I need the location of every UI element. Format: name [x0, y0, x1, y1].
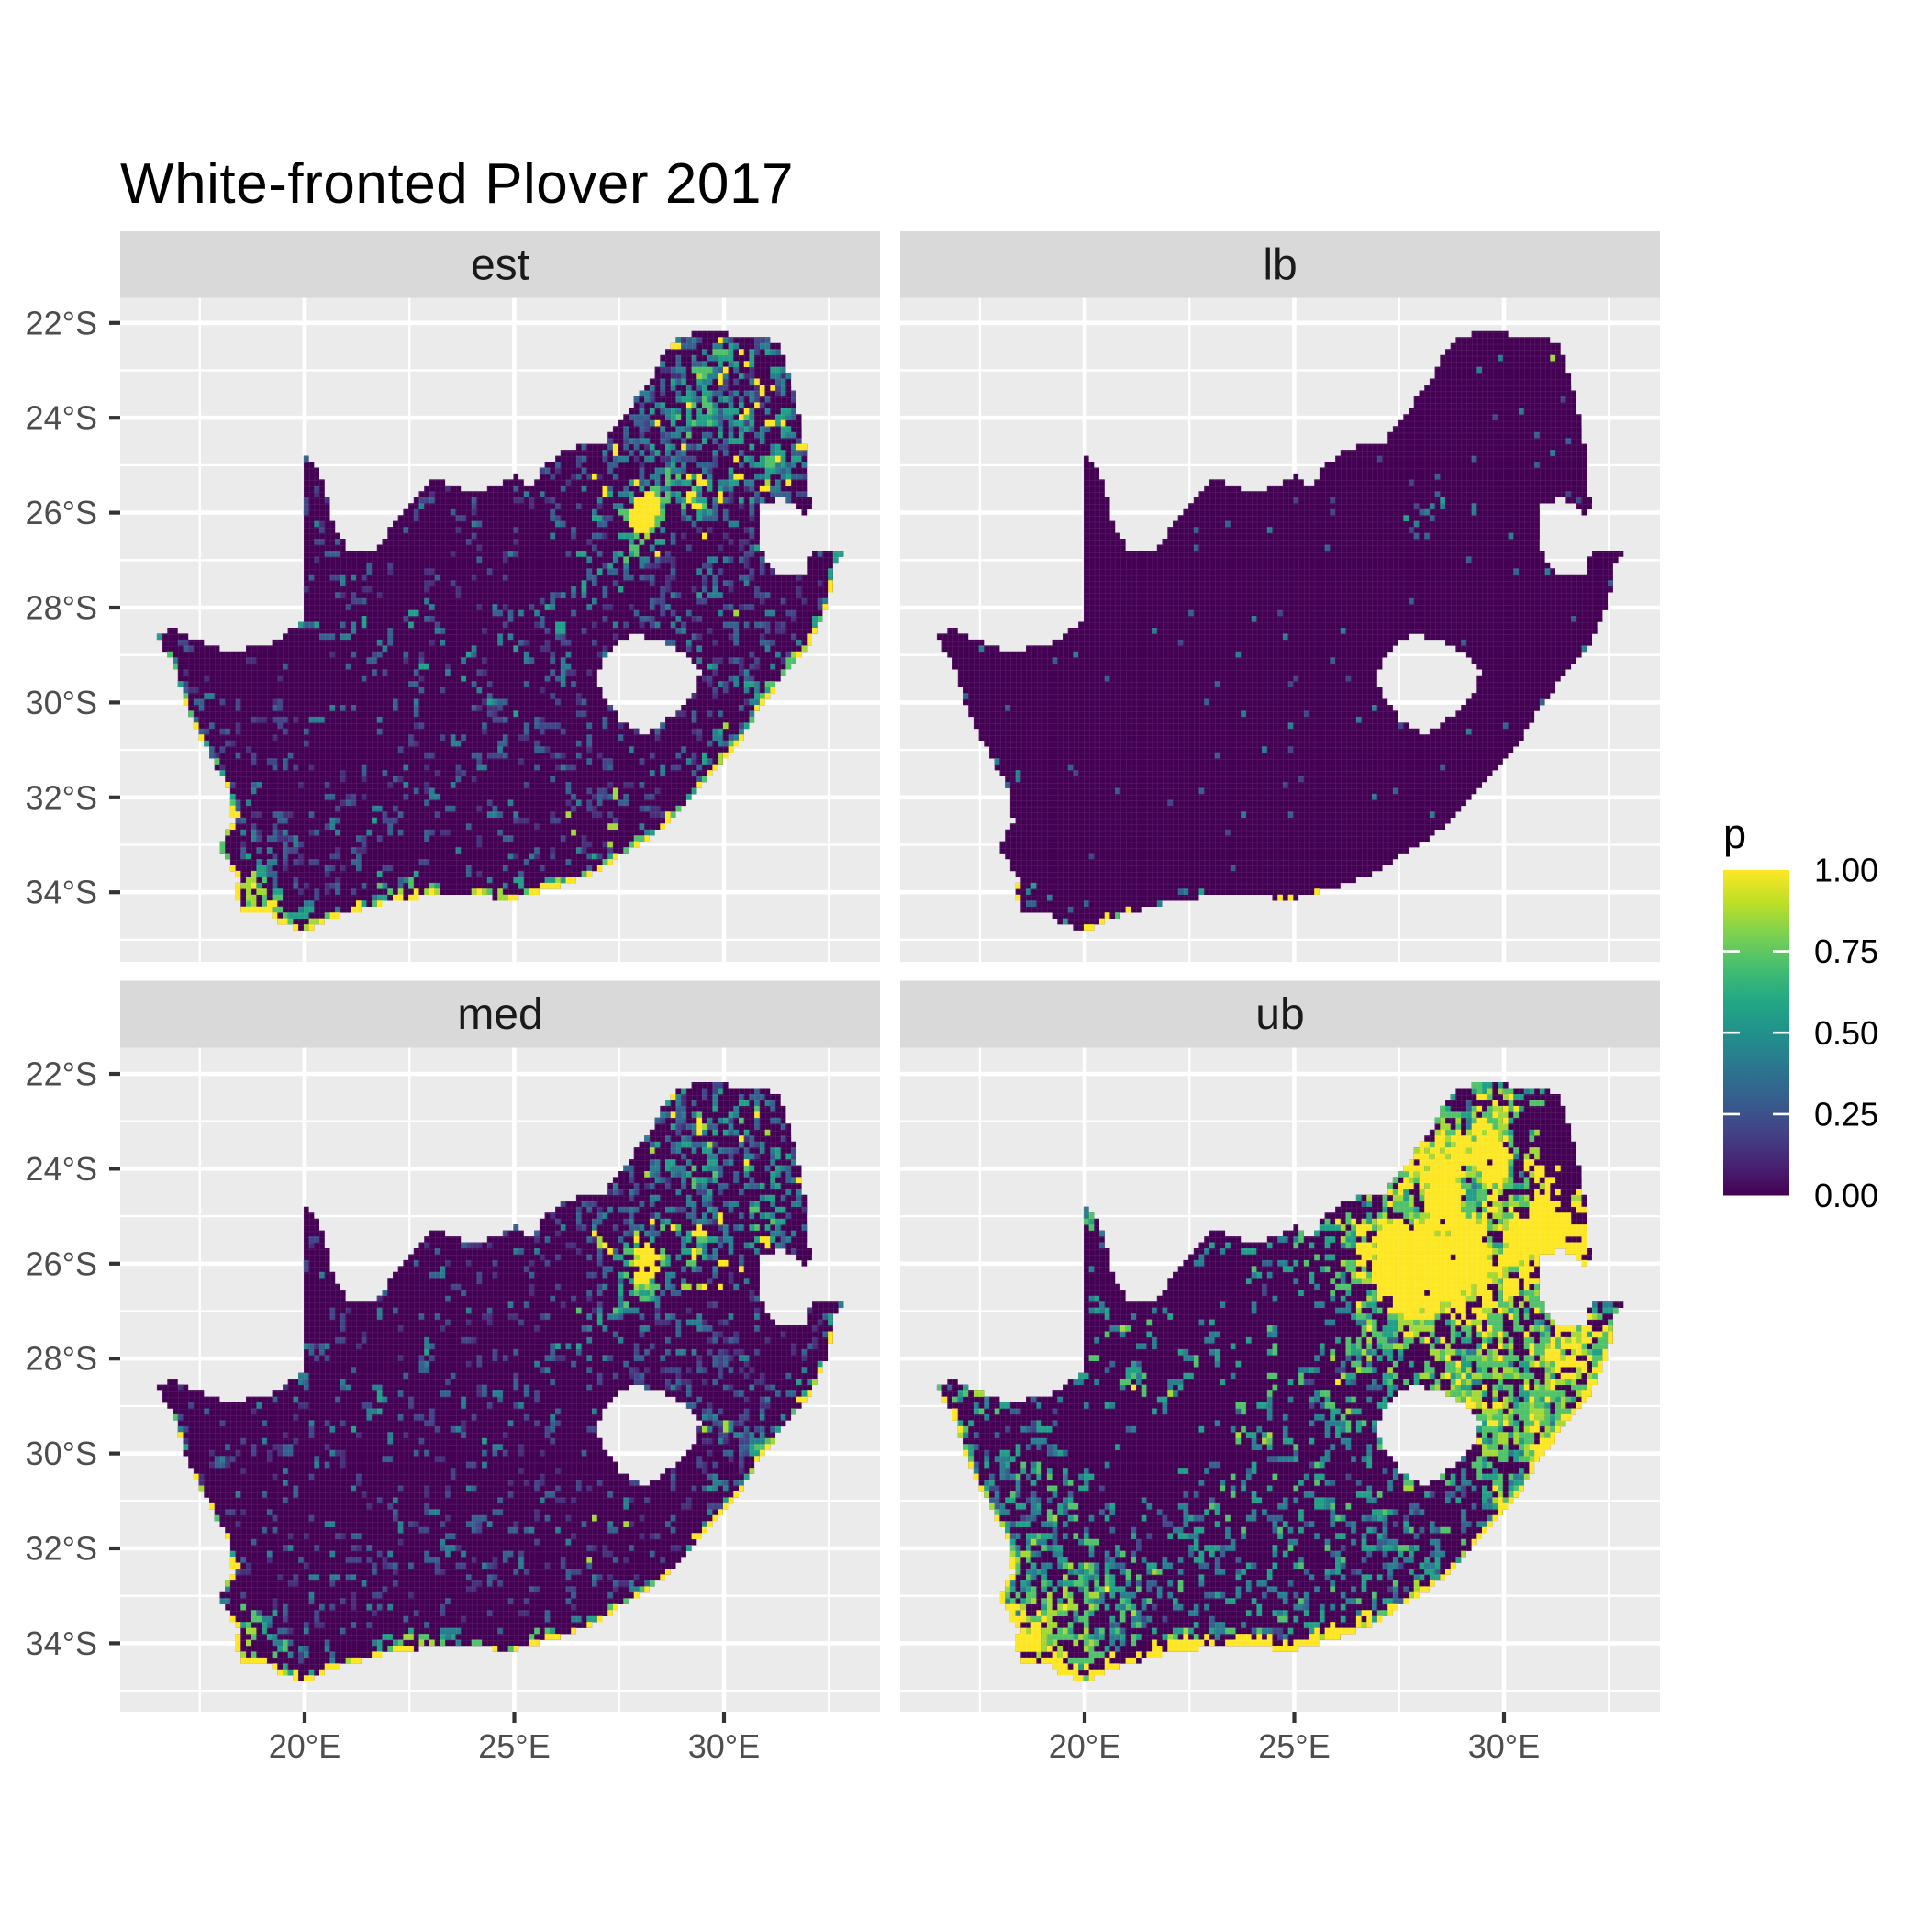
svg-text:0.50: 0.50 — [1814, 1014, 1878, 1052]
svg-text:32°S: 32°S — [26, 778, 97, 816]
svg-text:0.75: 0.75 — [1814, 932, 1878, 970]
svg-text:20°E: 20°E — [1049, 1727, 1120, 1765]
svg-text:34°S: 34°S — [26, 874, 97, 911]
svg-text:ub: ub — [1255, 990, 1304, 1039]
svg-text:lb: lb — [1263, 240, 1297, 289]
svg-text:30°E: 30°E — [688, 1727, 760, 1765]
svg-text:30°S: 30°S — [26, 1435, 97, 1472]
svg-text:30°S: 30°S — [26, 684, 97, 721]
svg-text:22°S: 22°S — [26, 1055, 97, 1093]
svg-text:0.25: 0.25 — [1814, 1095, 1878, 1133]
svg-text:22°S: 22°S — [26, 304, 97, 341]
svg-text:est: est — [471, 240, 529, 289]
svg-text:25°E: 25°E — [478, 1727, 550, 1765]
svg-text:White-fronted Plover 2017: White-fronted Plover 2017 — [120, 152, 794, 216]
svg-text:26°S: 26°S — [26, 494, 97, 531]
svg-text:30°E: 30°E — [1468, 1727, 1540, 1765]
svg-text:26°S: 26°S — [26, 1245, 97, 1282]
svg-text:28°S: 28°S — [26, 589, 97, 627]
svg-text:32°S: 32°S — [26, 1530, 97, 1568]
svg-text:0.00: 0.00 — [1814, 1177, 1878, 1214]
svg-text:med: med — [457, 990, 542, 1039]
svg-text:28°S: 28°S — [26, 1340, 97, 1378]
svg-text:34°S: 34°S — [26, 1625, 97, 1662]
svg-text:25°E: 25°E — [1258, 1727, 1330, 1765]
svg-text:20°E: 20°E — [269, 1727, 340, 1765]
svg-text:1.00: 1.00 — [1814, 852, 1878, 889]
svg-text:24°S: 24°S — [26, 1150, 97, 1188]
svg-text:24°S: 24°S — [26, 399, 97, 437]
svg-text:p: p — [1723, 810, 1746, 857]
